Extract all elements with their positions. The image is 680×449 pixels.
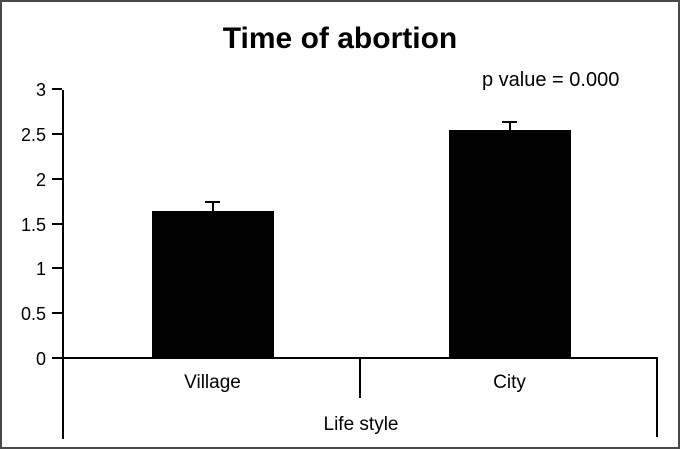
error-bar-stem xyxy=(211,202,214,212)
category-label-city: City xyxy=(493,372,526,393)
category-axis-right-edge xyxy=(656,359,658,437)
y-axis-tick xyxy=(52,132,62,135)
error-bar-stem xyxy=(508,122,511,131)
category-label-village: Village xyxy=(184,372,241,393)
y-axis-tick xyxy=(52,222,62,225)
error-bar-cap xyxy=(502,121,517,124)
y-axis-tick xyxy=(52,88,62,90)
y-axis-tick xyxy=(52,357,62,359)
category-separator xyxy=(359,359,361,398)
y-axis-tick-label: 3 xyxy=(35,80,46,100)
y-axis-tick-label: 2 xyxy=(35,169,46,190)
bar-city xyxy=(448,130,571,359)
chart-title: Time of abortion xyxy=(222,22,458,55)
p-value-annotation: p value = 0.000 xyxy=(482,69,620,91)
y-axis-tick-label: 2.5 xyxy=(20,124,46,145)
x-axis-line xyxy=(62,357,658,359)
error-bar-cap xyxy=(205,201,220,204)
y-axis-tick xyxy=(52,177,62,180)
y-axis-tick-label: 1 xyxy=(35,259,46,280)
bar-village xyxy=(151,211,274,359)
y-axis-tick-label: 0 xyxy=(35,349,46,369)
y-axis-tick-label: 1.5 xyxy=(20,214,46,235)
x-axis-title: Life style xyxy=(323,414,399,435)
y-axis-tick xyxy=(52,312,62,315)
y-axis-tick xyxy=(52,267,62,270)
y-axis-line xyxy=(62,90,64,439)
y-axis-tick-label: 0.5 xyxy=(20,304,46,325)
